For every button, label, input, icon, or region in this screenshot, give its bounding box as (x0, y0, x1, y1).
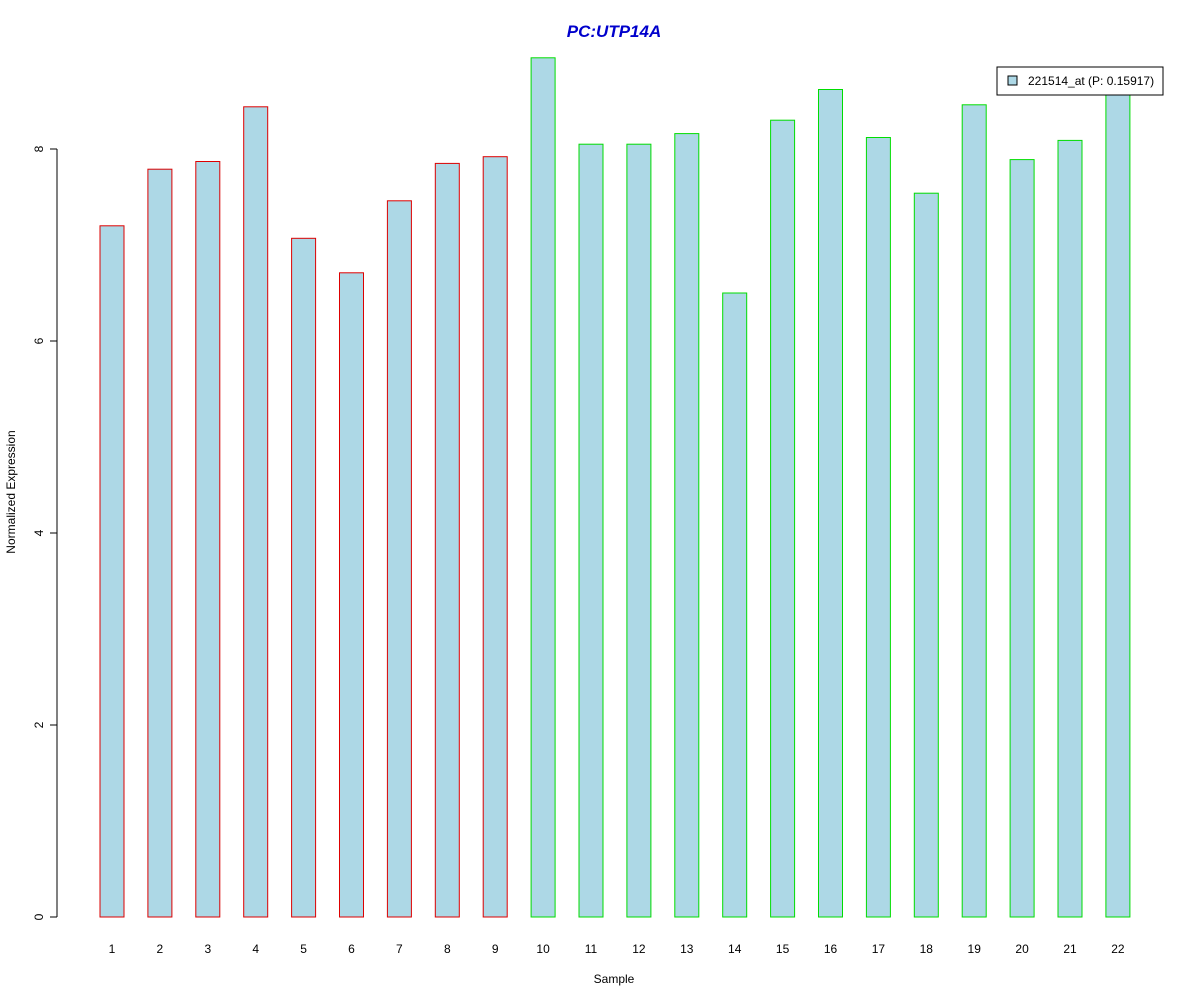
bar-sample-4 (243, 106, 269, 918)
bar-sample-12 (626, 143, 652, 918)
x-tick-label-1: 1 (109, 942, 116, 956)
x-tick-label-16: 16 (824, 942, 838, 956)
x-axis-tick-labels: 1 2 3 4 5 6 7 8 9 10 11 12 13 14 15 16 17 18 19 20 21 22 (109, 942, 1125, 956)
bar-sample-18 (913, 192, 939, 918)
bar-sample-19 (961, 104, 987, 918)
bar-sample-17 (865, 137, 891, 918)
bar-sample-1 (99, 225, 125, 918)
bar-sample-14 (722, 292, 748, 918)
x-tick-label-6: 6 (348, 942, 355, 956)
bar-sample-9 (482, 156, 508, 918)
bar-sample-22 (1105, 90, 1131, 918)
x-tick-label-19: 19 (968, 942, 982, 956)
legend-label: 221514_at (P: 0.15917) (1028, 74, 1154, 88)
bar-sample-5 (291, 237, 317, 918)
x-tick-label-22: 22 (1111, 942, 1125, 956)
y-axis: 0 2 4 6 8 (32, 145, 58, 920)
legend: 221514_at (P: 0.15917) (996, 66, 1164, 96)
bar-sample-21 (1057, 139, 1083, 918)
bar-sample-2 (147, 168, 173, 918)
bar-sample-16 (818, 89, 843, 918)
bar-sample-10 (530, 57, 556, 918)
bar-sample-7 (386, 200, 412, 918)
x-tick-label-14: 14 (728, 942, 742, 956)
x-tick-label-3: 3 (204, 942, 211, 956)
x-tick-label-13: 13 (680, 942, 694, 956)
legend-box (996, 66, 1164, 96)
y-axis-title: Normalized Expression (4, 430, 18, 553)
x-tick-label-9: 9 (492, 942, 499, 956)
y-tick-label: 2 (32, 721, 46, 728)
x-tick-label-4: 4 (252, 942, 259, 956)
x-tick-label-18: 18 (920, 942, 934, 956)
x-tick-label-7: 7 (396, 942, 403, 956)
legend-swatch (1007, 75, 1018, 86)
bar-sample-20 (1009, 159, 1035, 918)
x-tick-label-10: 10 (536, 942, 550, 956)
x-tick-label-21: 21 (1063, 942, 1077, 956)
bar-sample-11 (578, 143, 604, 918)
bars-group (99, 57, 1131, 918)
bar-sample-6 (339, 272, 364, 918)
bar-sample-8 (434, 162, 460, 918)
x-tick-label-15: 15 (776, 942, 790, 956)
y-tick-label: 0 (32, 913, 46, 920)
x-tick-label-11: 11 (585, 942, 598, 956)
x-tick-label-8: 8 (444, 942, 451, 956)
bar-sample-13 (674, 133, 700, 918)
x-tick-label-5: 5 (300, 942, 307, 956)
x-axis-title: Sample (594, 972, 635, 986)
x-tick-label-20: 20 (1015, 942, 1029, 956)
y-tick-label: 6 (32, 337, 46, 344)
y-tick-label: 8 (32, 145, 46, 152)
x-tick-label-12: 12 (632, 942, 646, 956)
bar-sample-3 (195, 161, 221, 918)
chart-title: PC:UTP14A (567, 22, 661, 41)
bar-sample-15 (770, 119, 796, 918)
y-tick-label: 4 (32, 529, 46, 536)
x-tick-label-2: 2 (157, 942, 164, 956)
x-tick-label-17: 17 (872, 942, 886, 956)
